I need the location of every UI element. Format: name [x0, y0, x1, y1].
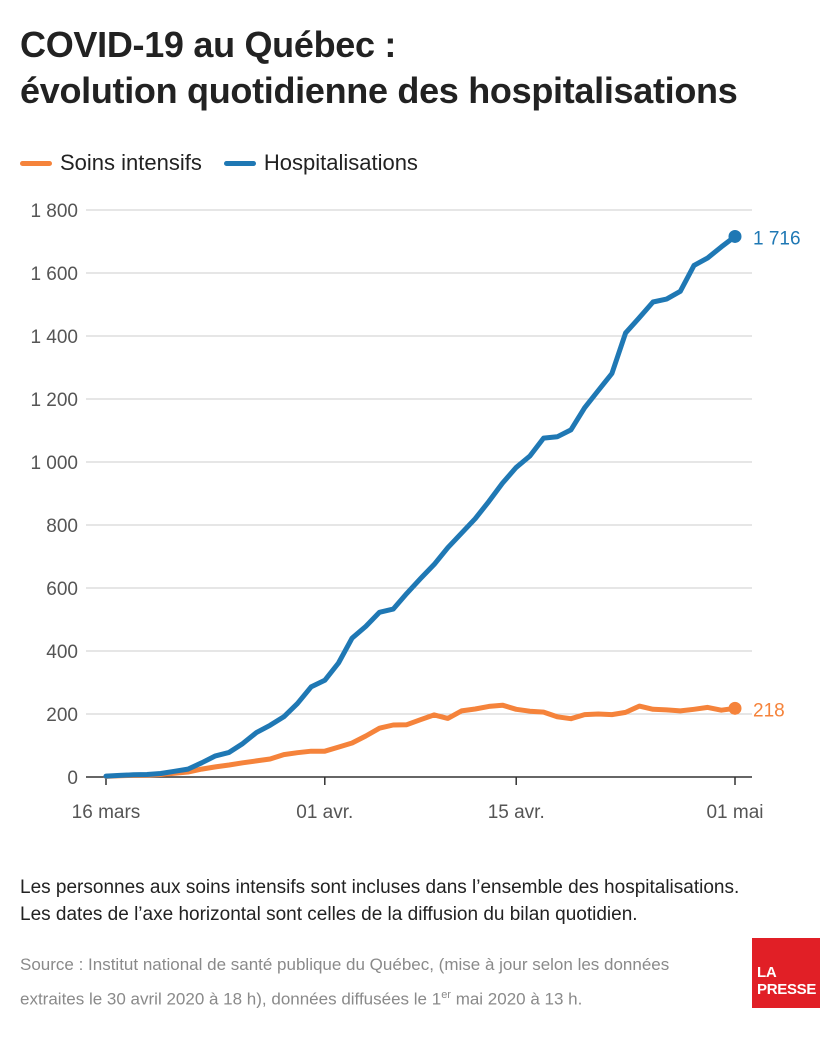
legend-label-hospitalisations: Hospitalisations — [263, 150, 418, 175]
y-tick-label: 600 — [46, 579, 78, 600]
source-text: Source : Institut national de santé publ… — [20, 950, 730, 1015]
y-tick-label: 200 — [46, 705, 78, 726]
end-point-soins-intensifs — [728, 701, 742, 715]
y-tick-label: 1 400 — [30, 327, 78, 348]
logo-line-1: LA — [757, 964, 777, 981]
source-line-2: extraites le 30 avril 2020 à 18 h), donn… — [20, 980, 730, 1015]
y-tick-label: 800 — [46, 516, 78, 537]
series-line-soins-intensifs — [103, 702, 738, 779]
y-tick-label: 1 600 — [30, 264, 78, 285]
source-line-1: Source : Institut national de santé publ… — [20, 955, 670, 974]
la-presse-logo: LA PRESSE — [752, 938, 820, 1008]
end-point-hospitalisations — [728, 229, 742, 243]
chart-note: Les personnes aux soins intensifs sont i… — [20, 874, 820, 928]
note-line-2: Les dates de l’axe horizontal sont celle… — [20, 904, 638, 925]
source-line-2-end: mai 2020 à 13 h. — [450, 989, 583, 1009]
end-label-soins-intensifs: 218 — [753, 700, 785, 721]
y-tick-label: 1 800 — [30, 201, 78, 222]
note-line-1: Les personnes aux soins intensifs sont i… — [20, 877, 740, 898]
line-chart: 0 200 400 600 800 1 000 1 200 1 400 1 600 1 800 16… — [30, 201, 801, 823]
source-line-2-start: extraites le 30 avril 2020 à 18 h), donn… — [20, 989, 442, 1009]
legend-label-soins-intensifs: Soins intensifs — [60, 150, 202, 175]
end-label-hospitalisations: 1 716 — [753, 228, 801, 249]
y-tick-label: 1 200 — [30, 390, 78, 411]
title-line-2: évolution quotidienne des hospitalisatio… — [20, 70, 738, 111]
x-tick-label: 01 mai — [706, 802, 763, 823]
source-line-2-sup: er — [441, 989, 451, 1001]
x-tick-label: 15 avr. — [488, 802, 545, 823]
x-tick-label: 16 mars — [72, 802, 141, 823]
x-tick-label: 01 avr. — [296, 802, 353, 823]
legend: Soins intensifs Hospitalisations — [20, 148, 440, 178]
y-tick-label: 1 000 — [30, 453, 78, 474]
chart-title: COVID-19 au Québec : évolution quotidien… — [20, 22, 738, 114]
y-tick-label: 0 — [67, 768, 78, 789]
title-line-1: COVID-19 au Québec : — [20, 24, 397, 65]
logo-line-2: PRESSE — [757, 981, 817, 998]
legend-swatch-blue — [223, 160, 256, 166]
y-tick-label: 400 — [46, 642, 78, 663]
legend-swatch-orange — [20, 160, 52, 166]
series-line-hospitalisations — [103, 234, 738, 779]
legend-item-hospitalisations: Hospitalisations — [223, 150, 418, 176]
legend-item-soins-intensifs: Soins intensifs — [20, 150, 202, 176]
